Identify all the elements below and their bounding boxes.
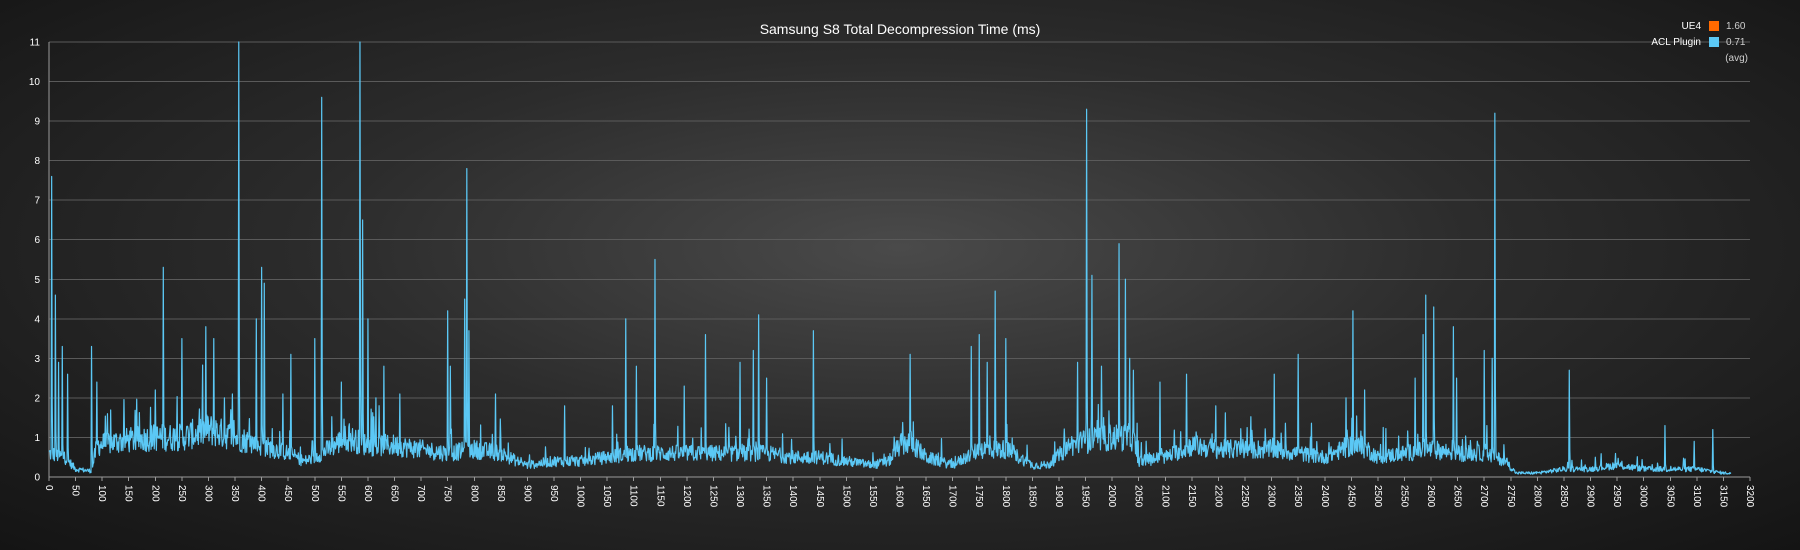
x-tick-label: 2350 (1292, 485, 1303, 508)
x-tick-label: 2950 (1611, 485, 1622, 508)
x-tick-label: 2600 (1425, 485, 1436, 508)
x-tick-label: 950 (548, 485, 559, 502)
series-layer (48, 41, 1732, 475)
x-tick-label: 2100 (1159, 485, 1170, 508)
x-tick-label: 400 (256, 485, 267, 502)
x-tick-label: 1950 (1080, 485, 1091, 508)
x-tick-label: 3000 (1638, 485, 1649, 508)
series-line-acl-plugin (48, 41, 1732, 475)
x-tick-label: 1350 (761, 485, 772, 508)
y-tick-label: 10 (29, 77, 41, 88)
grid (49, 41, 1750, 438)
x-tick-label: 1900 (1053, 485, 1064, 508)
x-tick-label: 1850 (1026, 485, 1037, 508)
x-tick-label: 500 (309, 485, 320, 502)
chart-title: Samsung S8 Total Decompression Time (ms) (760, 21, 1041, 37)
y-tick-label: 11 (30, 38, 41, 49)
x-tick-label: 1500 (840, 485, 851, 508)
legend-label-ue4: UE4 (1682, 21, 1702, 32)
x-tick-label: 1300 (734, 485, 745, 508)
legend-swatch-ue4 (1709, 21, 1719, 31)
x-tick-label: 300 (202, 485, 213, 502)
x-tick-label: 1750 (973, 485, 984, 508)
x-tick-label: 3050 (1664, 485, 1675, 508)
x-tick-label: 3200 (1744, 485, 1755, 508)
x-tick-label: 1250 (707, 485, 718, 508)
x-tick-label: 2050 (1133, 485, 1144, 508)
legend-swatch-acl-plugin (1709, 37, 1719, 47)
x-tick-label: 350 (229, 485, 240, 502)
y-axis-ticks: 0 1 2 3 4 5 6 7 8 9 10 11 (29, 38, 41, 484)
x-tick-label: 3100 (1691, 485, 1702, 508)
y-tick-label: 3 (34, 354, 40, 365)
x-tick-label: 2200 (1212, 485, 1223, 508)
x-tick-label: 2450 (1345, 485, 1356, 508)
x-tick-label: 700 (415, 485, 426, 502)
x-tick-label: 1200 (681, 485, 692, 508)
x-tick-label: 2800 (1531, 485, 1542, 508)
y-tick-label: 0 (34, 473, 40, 484)
x-tick-label: 2750 (1505, 485, 1516, 508)
x-tick-label: 200 (149, 485, 160, 502)
x-tick-label: 1400 (787, 485, 798, 508)
x-tick-label: 1600 (894, 485, 905, 508)
y-tick-label: 1 (34, 433, 40, 444)
x-tick-label: 50 (70, 485, 81, 497)
x-tick-label: 1450 (814, 485, 825, 508)
x-tick-label: 750 (442, 485, 453, 502)
x-tick-label: 2250 (1239, 485, 1250, 508)
y-tick-label: 9 (34, 117, 40, 128)
x-tick-label: 650 (389, 485, 400, 502)
legend-avg-ue4: 1.60 (1726, 21, 1746, 32)
x-tick-label: 450 (282, 485, 293, 502)
x-tick-label: 100 (96, 485, 107, 502)
legend-label-acl-plugin: ACL Plugin (1651, 37, 1701, 48)
x-tick-label: 2000 (1106, 485, 1117, 508)
legend-avg-acl-plugin: 0.71 (1726, 37, 1746, 48)
x-tick-label: 2900 (1585, 485, 1596, 508)
x-tick-label: 2650 (1452, 485, 1463, 508)
x-tick-label: 1650 (920, 485, 931, 508)
legend: UE4 1.60 ACL Plugin 0.71 (avg) (1651, 21, 1748, 64)
x-tick-label: 1800 (1000, 485, 1011, 508)
x-tick-label: 1000 (575, 485, 586, 508)
x-tick-label: 2300 (1266, 485, 1277, 508)
y-tick-label: 2 (34, 393, 40, 404)
x-tick-label: 2500 (1372, 485, 1383, 508)
x-tick-label: 0 (43, 485, 54, 491)
x-tick-label: 1100 (628, 485, 639, 507)
x-tick-label: 2400 (1319, 485, 1330, 508)
legend-note: (avg) (1725, 53, 1748, 64)
x-tick-label: 2150 (1186, 485, 1197, 508)
x-tick-label: 2850 (1558, 485, 1569, 508)
x-tick-label: 1050 (601, 485, 612, 508)
x-tick-label: 3150 (1717, 485, 1728, 508)
x-tick-label: 550 (335, 485, 346, 502)
x-tick-label: 250 (176, 485, 187, 502)
x-tick-label: 800 (468, 485, 479, 502)
x-tick-label: 1150 (654, 485, 665, 507)
x-tick-label: 2550 (1398, 485, 1409, 508)
x-tick-label: 2700 (1478, 485, 1489, 508)
y-tick-label: 6 (34, 235, 40, 246)
x-tick-label: 900 (521, 485, 532, 502)
y-tick-label: 5 (34, 275, 40, 286)
x-tick-label: 1550 (867, 485, 878, 508)
y-tick-label: 8 (34, 156, 40, 167)
y-tick-label: 7 (34, 196, 40, 207)
x-tick-label: 150 (123, 485, 134, 502)
y-tick-label: 4 (34, 314, 40, 325)
x-axis-ticks: 0 50 100 150 200 250 300 350 400 450 500 550 600 650 7… (43, 477, 1755, 508)
x-tick-label: 600 (362, 485, 373, 502)
x-tick-label: 850 (495, 485, 506, 502)
x-tick-label: 1700 (947, 485, 958, 508)
